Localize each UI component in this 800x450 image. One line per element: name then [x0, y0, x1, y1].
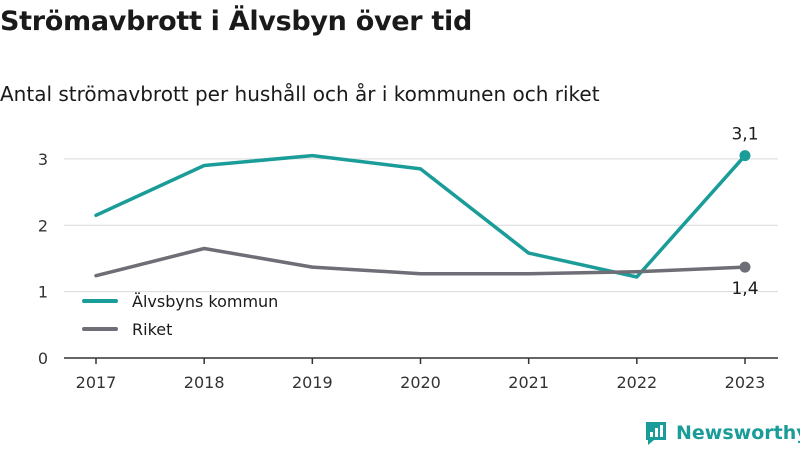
y-tick-label: 2 [38, 216, 48, 235]
series-line-riket [94, 246, 747, 278]
x-tick-label: 2018 [184, 373, 225, 392]
legend-label-kommun: Älvsbyns kommun [132, 291, 279, 311]
legend-swatch-riket [82, 327, 118, 331]
brand-logo: Newsworthy [644, 420, 800, 446]
end-value-label: 3,1 [731, 125, 758, 145]
legend-item-kommun: Älvsbyns kommun [82, 287, 278, 315]
x-tick-label: 2021 [508, 373, 549, 392]
legend-item-riket: Riket [82, 315, 278, 343]
legend: Älvsbyns kommun Riket [82, 287, 278, 343]
y-tick-label: 0 [38, 349, 48, 368]
legend-swatch-kommun [82, 299, 118, 303]
end-point-kommun [739, 150, 751, 162]
end-value-label: 1,4 [731, 279, 758, 299]
x-tick-label: 2017 [76, 373, 117, 392]
legend-label-riket: Riket [132, 319, 173, 339]
y-tick-label: 3 [38, 150, 48, 169]
chart-subtitle: Antal strömavbrott per hushåll och år i … [0, 82, 600, 106]
y-tick-label: 1 [38, 283, 48, 302]
series-line-kommun [94, 153, 747, 279]
x-tick-label: 2020 [400, 373, 441, 392]
x-tick-label: 2023 [725, 373, 766, 392]
chart-title: Strömavbrott i Älvsbyn över tid [0, 6, 472, 37]
brand-name: Newsworthy [676, 422, 800, 444]
end-point-riket [739, 261, 751, 273]
x-tick-label: 2022 [616, 373, 657, 392]
x-tick-label: 2019 [292, 373, 333, 392]
newsworthy-logo-icon [646, 422, 666, 445]
